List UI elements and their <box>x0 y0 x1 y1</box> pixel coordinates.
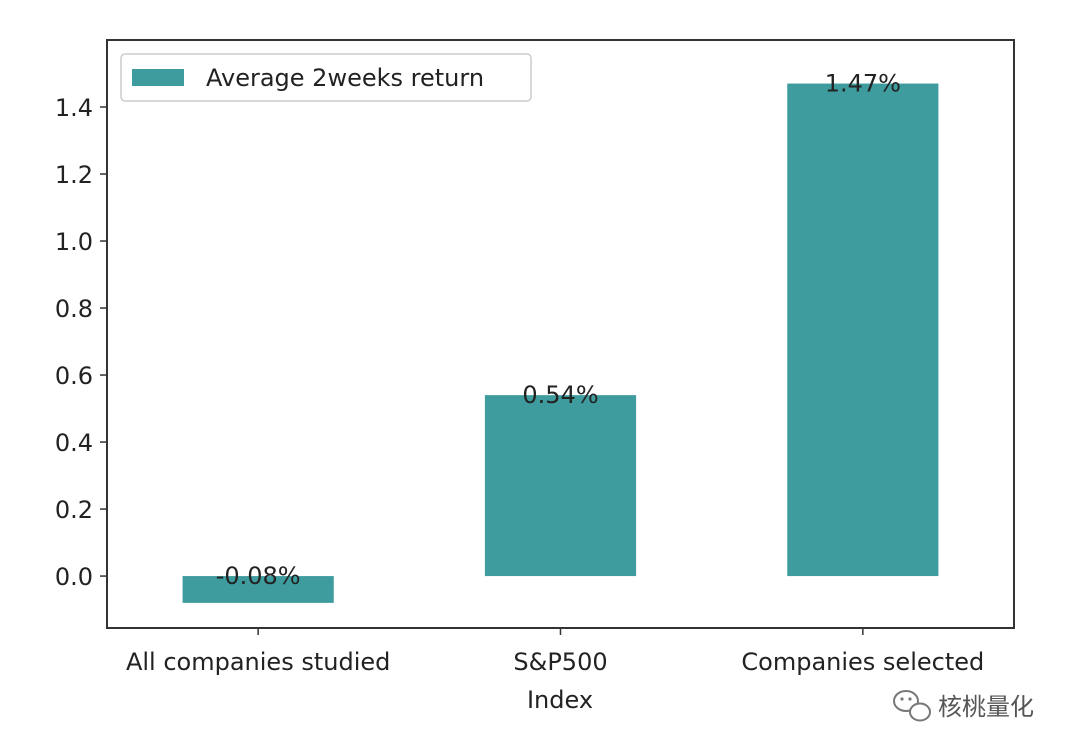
bar <box>787 83 939 577</box>
x-axis: All companies studied S&P500 Companies sel… <box>126 628 984 676</box>
bar <box>182 576 334 603</box>
watermark-text: 核桃量化 <box>938 693 1034 721</box>
x-tick-label: S&P500 <box>513 648 607 676</box>
x-axis-label: Index <box>527 686 593 714</box>
data-label: 1.47% <box>825 70 901 98</box>
y-tick-label: 0.8 <box>55 295 93 323</box>
y-tick-label: 0.4 <box>55 429 93 457</box>
y-tick-label: 0.0 <box>55 563 93 591</box>
y-tick-label: 0.6 <box>55 362 93 390</box>
legend-swatch <box>132 69 184 86</box>
bar <box>484 395 637 577</box>
wechat-icon <box>893 690 931 722</box>
x-tick-label: All companies studied <box>126 648 390 676</box>
y-tick-label: 1.2 <box>55 161 93 189</box>
y-tick-label: 0.2 <box>55 496 93 524</box>
legend: Average 2weeks return <box>120 53 532 102</box>
data-labels: -0.08% 0.54% 1.47% <box>216 70 901 591</box>
legend-label: Average 2weeks return <box>206 64 484 92</box>
y-tick-label: 1.0 <box>55 228 93 256</box>
y-axis: 0.0 0.2 0.4 0.6 0.8 1.0 1.2 1.4 <box>55 94 107 591</box>
data-label: 0.54% <box>522 381 598 409</box>
y-tick-label: 1.4 <box>55 94 93 122</box>
data-label: -0.08% <box>216 562 301 590</box>
watermark: 核桃量化 <box>893 690 1034 722</box>
legend-box <box>120 53 532 102</box>
bars <box>182 83 939 603</box>
x-tick-label: Companies selected <box>741 648 984 676</box>
